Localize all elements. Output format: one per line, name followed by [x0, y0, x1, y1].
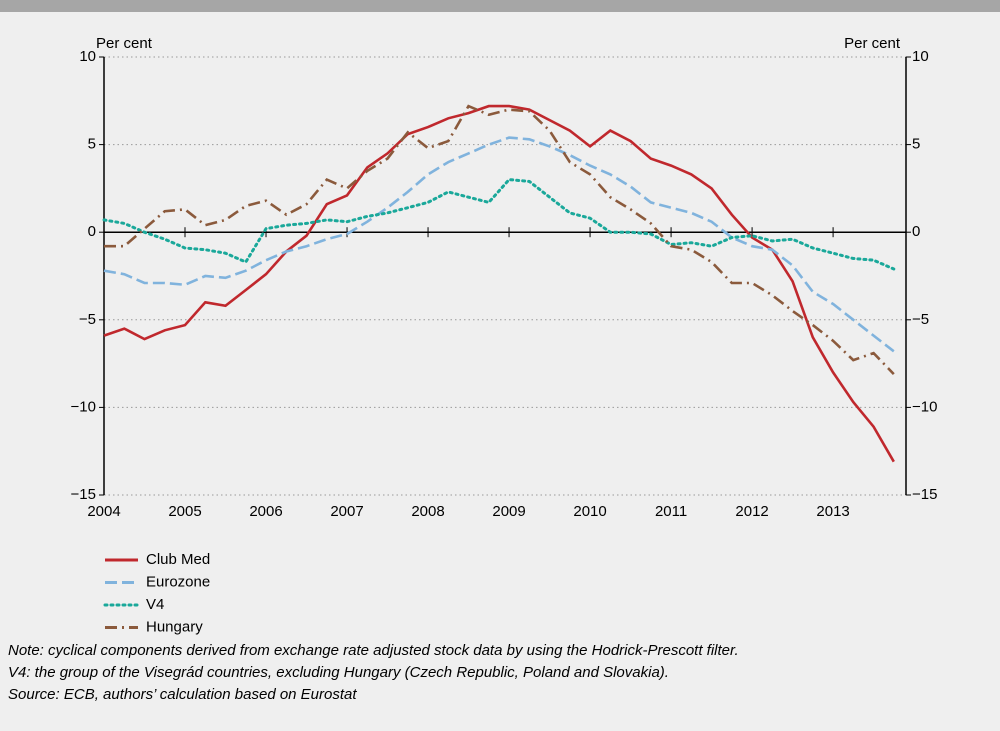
y2-axis-label: Per cent — [844, 35, 901, 52]
top-bar — [0, 0, 1000, 12]
y-tick-label: 5 — [88, 136, 96, 153]
y-tick-label: −10 — [71, 398, 96, 415]
x-tick-label: 2007 — [330, 503, 363, 520]
x-tick-label: 2005 — [168, 503, 201, 520]
y2-tick-label: −5 — [912, 311, 929, 328]
y-axis-label: Per cent — [96, 35, 153, 52]
x-tick-label: 2006 — [249, 503, 282, 520]
y-tick-label: 10 — [79, 48, 96, 65]
x-tick-label: 2008 — [411, 503, 444, 520]
y-tick-label: 0 — [88, 223, 96, 240]
note: V4: the group of the Visegrád countries,… — [8, 664, 669, 681]
legend-label: Club Med — [146, 551, 210, 568]
y2-tick-label: −10 — [912, 398, 937, 415]
line-series — [103, 136, 895, 353]
x-tick-label: 2011 — [655, 503, 687, 520]
y-tick-label: −5 — [79, 311, 96, 328]
x-tick-label: 2004 — [87, 503, 120, 520]
y-tick-label: −15 — [71, 486, 96, 503]
line-series — [103, 104, 895, 463]
y2-tick-label: 0 — [912, 223, 920, 240]
line-series — [104, 104, 895, 376]
x-tick-label: 2013 — [816, 503, 849, 520]
y2-tick-label: 10 — [912, 48, 929, 65]
x-tick-label: 2009 — [492, 503, 525, 520]
legend-label: V4 — [146, 596, 164, 613]
note: Note: cyclical components derived from e… — [8, 642, 739, 659]
x-tick-label: 2012 — [735, 503, 768, 520]
legend-label: Hungary — [146, 618, 203, 635]
legend-label: Eurozone — [146, 573, 210, 590]
x-tick-label: 2010 — [573, 503, 606, 520]
y2-tick-label: 5 — [912, 136, 920, 153]
y2-tick-label: −15 — [912, 486, 937, 503]
note: Source: ECB, authors’ calculation based … — [8, 686, 357, 703]
line-series — [102, 178, 896, 271]
